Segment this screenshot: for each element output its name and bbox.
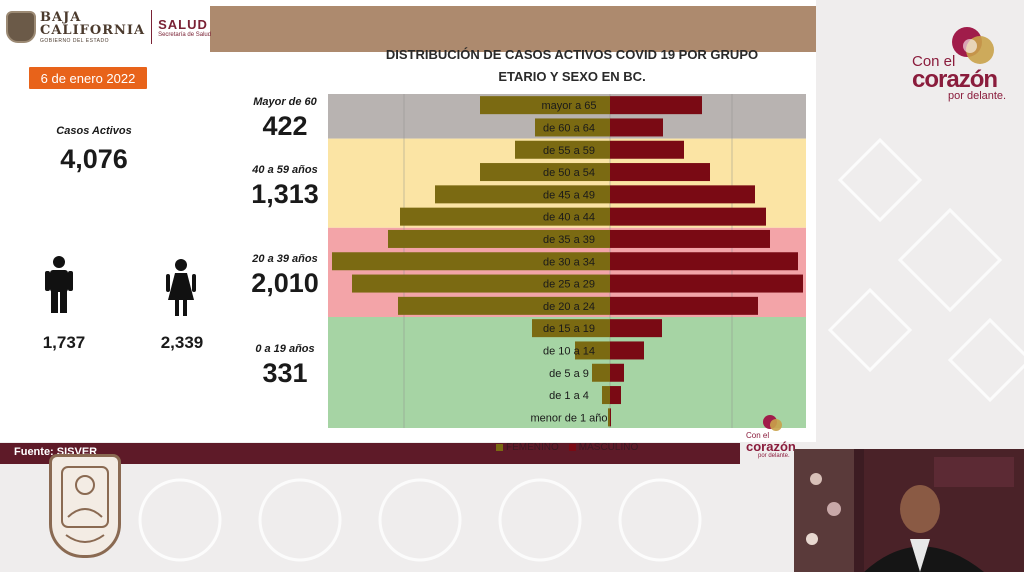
male-cases-value: 1,737	[42, 333, 86, 352]
bar-male	[610, 118, 663, 137]
category-label: de 5 a 9	[549, 368, 589, 380]
state-gov-label: GOBIERNO DEL ESTADO	[40, 37, 109, 44]
bar-male	[610, 229, 770, 248]
header-band	[210, 6, 816, 52]
bar-female	[480, 96, 610, 115]
legend-swatch-male	[568, 444, 576, 451]
bar-male	[610, 408, 611, 427]
footer-bar	[0, 443, 740, 464]
legend-label-female: FEMENINO	[506, 442, 559, 453]
category-label: de 45 a 49	[543, 189, 595, 201]
bar-male	[610, 341, 644, 360]
group-label-60plus: Mayor de 60	[253, 96, 317, 108]
category-label: de 55 a 59	[543, 145, 595, 157]
bar-female	[535, 118, 610, 137]
group-value-40-59: 1,313	[251, 179, 319, 209]
government-logo: BAJA CALIFORNIA GOBIERNO DEL ESTADO SALU…	[6, 10, 211, 44]
bar-male	[610, 319, 662, 338]
bar-male	[610, 140, 684, 159]
heart-logo-icon	[952, 27, 994, 64]
bar-female	[332, 252, 610, 271]
presenter-video	[794, 449, 1024, 572]
bar-male	[610, 274, 803, 293]
chart-legend: FEMENINO MASCULINO	[496, 442, 648, 453]
brand-bottom-small: por delante.	[758, 453, 790, 459]
heart-logo-small-icon	[763, 415, 782, 431]
category-label: mayor a 65	[541, 100, 596, 112]
legend-swatch-female	[496, 444, 503, 451]
brand-main: corazón	[912, 66, 998, 93]
bar-female	[400, 207, 610, 226]
brand-main-small: corazón	[746, 439, 796, 454]
legend-item-female: FEMENINO	[496, 442, 559, 453]
legend-item-male: MASCULINO	[568, 442, 639, 453]
female-cases-value: 2,339	[160, 333, 204, 352]
group-value-20-39: 2,010	[251, 268, 319, 298]
population-pyramid-chart: mayor a 65 de 60 a 64 de 55 a 59 de 50 a 54…	[328, 94, 806, 428]
chart-title-line2: ETARIO Y SEXO EN BC.	[498, 69, 646, 84]
group-label-20-39: 20 a 39 años	[252, 253, 318, 265]
category-label: de 10 a 14	[543, 345, 595, 357]
dept-name: SALUD	[158, 16, 208, 32]
category-label: de 30 a 34	[543, 256, 595, 268]
bar-female	[398, 296, 610, 315]
date-badge: 6 de enero 2022	[29, 67, 147, 89]
bar-male	[610, 163, 710, 182]
female-icon	[166, 259, 196, 316]
bar-male	[610, 96, 702, 115]
bar-male	[610, 296, 758, 315]
category-label: de 35 a 39	[543, 234, 595, 246]
category-label: de 15 a 19	[543, 323, 595, 335]
category-label: de 50 a 54	[543, 167, 595, 179]
state-name-line1: BAJA	[40, 9, 82, 25]
group-value-0-19: 331	[262, 358, 308, 388]
bar-male	[610, 185, 755, 204]
chart-title-line1: DISTRIBUCIÓN DE CASOS ACTIVOS COVID 19 P…	[385, 47, 759, 62]
category-label: de 20 a 24	[543, 301, 595, 313]
group-label-40-59: 40 a 59 años	[252, 164, 318, 176]
category-label: de 40 a 44	[543, 212, 595, 224]
brand-slogan-small: Con el corazón por delante.	[746, 431, 796, 460]
category-label: de 25 a 29	[543, 279, 595, 291]
bar-female	[602, 386, 610, 405]
chart-title: DISTRIBUCIÓN DE CASOS ACTIVOS COVID 19 P…	[352, 44, 792, 88]
state-seal-icon	[6, 11, 36, 43]
bar-male	[610, 207, 766, 226]
bar-female	[575, 341, 610, 360]
brand-bottom: por delante.	[948, 90, 1007, 102]
state-seal-large-icon	[49, 454, 121, 558]
category-label: menor de 1 año	[530, 412, 607, 424]
category-label: de 60 a 64	[543, 122, 595, 134]
group-value-60plus: 422	[262, 111, 308, 141]
bar-female	[515, 140, 610, 159]
bar-female	[532, 319, 610, 338]
bar-female	[608, 408, 610, 427]
legend-label-male: MASCULINO	[578, 442, 639, 453]
group-label-0-19: 0 a 19 años	[255, 343, 315, 355]
active-cases-value: 4,076	[60, 144, 128, 174]
dept-sub: Secretaría de Salud	[158, 31, 212, 38]
logo-divider	[151, 10, 153, 44]
bar-male	[610, 252, 798, 271]
bar-female	[352, 274, 610, 293]
brand-top: Con el	[912, 53, 956, 70]
bar-male	[610, 363, 624, 382]
bar-female	[592, 363, 610, 382]
state-name-line2: CALIFORNIA	[40, 22, 146, 38]
active-cases-label: Casos Activos	[56, 125, 132, 137]
brand-top-small: Con el	[746, 431, 770, 440]
bar-female	[435, 185, 610, 204]
bar-female	[388, 229, 610, 248]
category-label: de 1 a 4	[549, 390, 589, 402]
male-icon	[45, 256, 73, 313]
bar-male	[610, 386, 621, 405]
brand-slogan: Con el corazón por delante.	[912, 54, 1006, 102]
bar-female	[480, 163, 610, 182]
